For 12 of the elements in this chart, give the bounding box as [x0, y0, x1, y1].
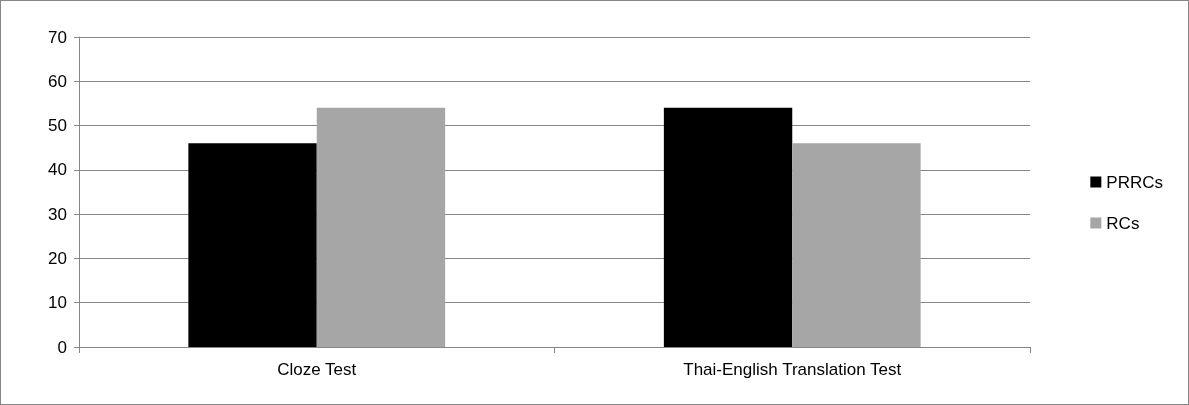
y-tick-label: 0	[57, 337, 67, 357]
legend-label: RCs	[1106, 213, 1140, 233]
y-tick-label: 60	[48, 71, 67, 91]
x-tick-label: Thai-English Translation Test	[683, 360, 902, 379]
y-tick-label: 20	[48, 248, 67, 268]
y-tick-label: 40	[48, 160, 67, 180]
y-tick-label: 10	[48, 293, 67, 313]
legend-label: PRRCs	[1106, 172, 1163, 192]
y-tick-label: 50	[48, 116, 67, 136]
y-tick-label: 30	[48, 204, 67, 224]
x-tick-label: Cloze Test	[277, 360, 357, 379]
y-tick-label: 70	[48, 27, 67, 47]
